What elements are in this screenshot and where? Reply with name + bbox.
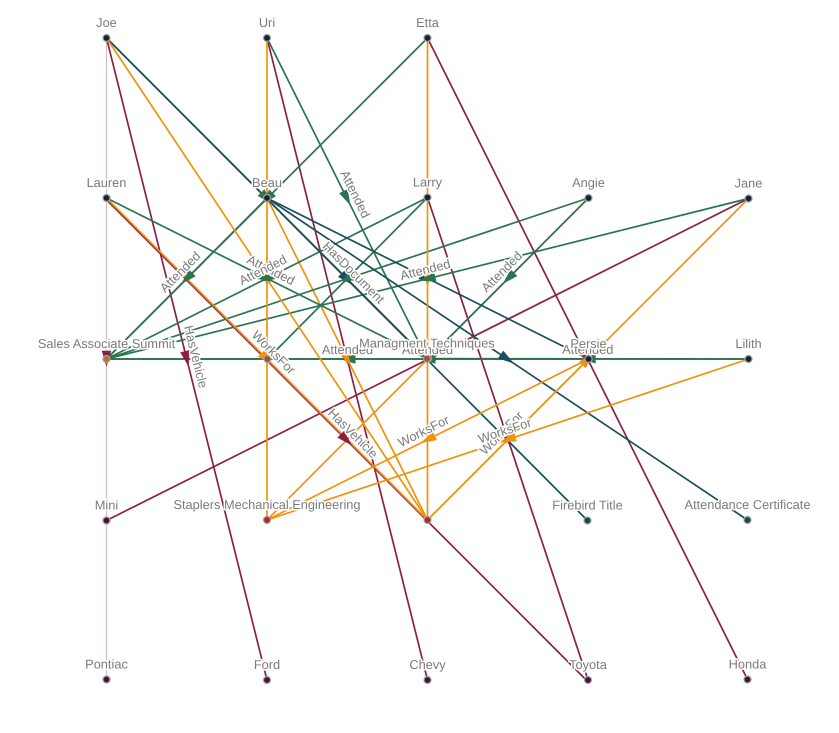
svg-text:Honda: Honda bbox=[729, 657, 768, 672]
svg-text:Persie: Persie bbox=[570, 336, 606, 351]
svg-text:Toyota: Toyota bbox=[569, 657, 608, 672]
svg-text:Attendance Certificate: Attendance Certificate bbox=[685, 497, 811, 512]
svg-text:Firebird Title: Firebird Title bbox=[552, 498, 622, 513]
svg-text:Beau: Beau bbox=[252, 175, 282, 190]
svg-text:Attended: Attended bbox=[402, 342, 453, 357]
svg-text:Attended: Attended bbox=[322, 342, 373, 357]
svg-text:Uri: Uri bbox=[259, 15, 275, 30]
svg-text:Jane: Jane bbox=[735, 176, 763, 191]
svg-text:Mini: Mini bbox=[95, 498, 118, 513]
svg-text:Lilith: Lilith bbox=[735, 336, 761, 351]
svg-text:Staplers Mechanical Engineerin: Staplers Mechanical Engineering bbox=[173, 497, 360, 512]
svg-text:Lauren: Lauren bbox=[87, 175, 127, 190]
svg-text:Ford: Ford bbox=[254, 657, 280, 672]
svg-text:Managment Techniques: Managment Techniques bbox=[359, 336, 495, 351]
svg-text:Larry: Larry bbox=[413, 175, 443, 190]
svg-text:Pontiac: Pontiac bbox=[85, 657, 128, 672]
svg-text:Joe: Joe bbox=[96, 15, 117, 30]
svg-text:Attended: Attended bbox=[562, 342, 613, 357]
svg-text:Sales Associate Summit: Sales Associate Summit bbox=[38, 336, 176, 351]
svg-text:Etta: Etta bbox=[416, 15, 440, 30]
svg-text:Chevy: Chevy bbox=[409, 657, 446, 672]
svg-text:Angie: Angie bbox=[572, 175, 605, 190]
